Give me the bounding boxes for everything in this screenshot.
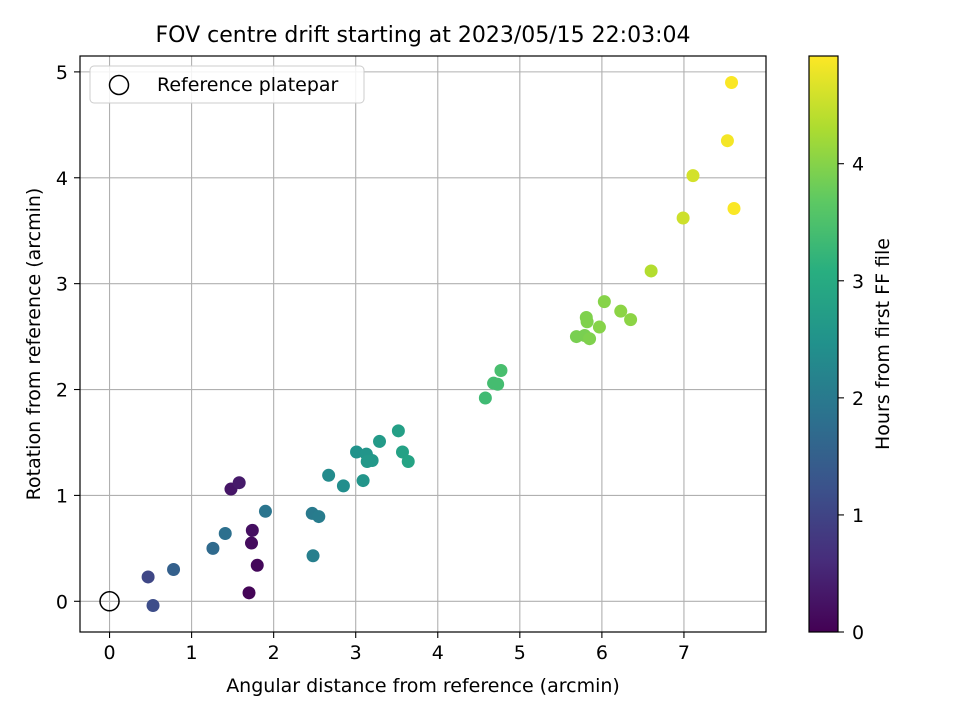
scatter-point	[391, 424, 405, 438]
x-axis-ticks: 0 1 2 3 4 5 6 7	[103, 632, 690, 664]
y-tick-label: 3	[56, 274, 68, 296]
legend-box	[89, 65, 365, 104]
x-tick-label: 5	[514, 642, 526, 664]
data-points	[141, 75, 741, 613]
x-tick-label: 6	[596, 642, 608, 664]
scatter-point	[350, 445, 364, 459]
scatter-point	[583, 332, 597, 346]
x-tick-label: 2	[268, 642, 280, 664]
y-tick-label: 1	[56, 485, 68, 507]
scatter-point	[395, 445, 409, 459]
grid-lines	[80, 56, 766, 632]
x-tick-label: 4	[432, 642, 444, 664]
scatter-point	[312, 510, 326, 524]
scatter-point	[597, 295, 611, 309]
plot-frame	[79, 55, 767, 633]
scatter-point	[245, 523, 259, 537]
scatter-point	[624, 313, 638, 327]
scatter-point	[478, 391, 492, 405]
colorbar-label: Hours from first FF file	[872, 238, 894, 450]
scatter-point	[580, 315, 594, 329]
scatter-point	[242, 586, 256, 600]
colorbar-tick-label: 0	[852, 622, 864, 644]
scatter-point	[373, 434, 387, 448]
colorbar-gradient	[808, 55, 839, 633]
colorbar-ticks: 0 1 2 3 4	[838, 154, 864, 644]
x-tick-label: 1	[186, 642, 198, 664]
legend-reference-marker	[108, 74, 130, 96]
scatter-point	[592, 320, 606, 334]
y-axis-ticks: 0 1 2 3 4 5	[56, 62, 80, 613]
y-tick-label: 2	[56, 380, 68, 402]
scatter-point	[250, 558, 264, 572]
x-tick-label: 0	[103, 642, 115, 664]
y-tick-label: 0	[56, 591, 68, 613]
colorbar-tick-label: 2	[852, 388, 864, 410]
y-tick-label: 4	[56, 168, 68, 190]
scatter-point	[146, 599, 160, 613]
reference-platepar-marker	[99, 591, 120, 612]
scatter-point	[322, 468, 336, 482]
colorbar-tick-label: 1	[852, 505, 864, 527]
scatter-point	[727, 201, 741, 215]
y-tick-label: 5	[56, 62, 68, 84]
scatter-point	[614, 304, 628, 318]
x-tick-label: 3	[350, 642, 362, 664]
x-axis-label: Angular distance from reference (arcmin)	[226, 675, 620, 697]
colorbar-tick-label: 4	[852, 154, 864, 176]
scatter-point	[494, 363, 508, 377]
scatter-point	[258, 504, 272, 518]
scatter-point	[232, 476, 246, 490]
colorbar: 0 1 2 3 4 Hours from first FF file	[808, 55, 894, 644]
scatter-point	[676, 211, 690, 225]
scatter-point	[401, 455, 415, 469]
scatter-point	[206, 541, 220, 555]
scatter-point	[336, 479, 350, 493]
scatter-point	[218, 527, 232, 541]
scatter-point	[167, 563, 181, 577]
scatter-point	[356, 474, 370, 488]
colorbar-tick-label: 3	[852, 271, 864, 293]
scatter-point	[686, 169, 700, 183]
y-axis-label: Rotation from reference (arcmin)	[23, 188, 45, 501]
legend: Reference platepar	[89, 65, 365, 104]
scatter-point	[644, 264, 658, 278]
scatter-point	[720, 134, 734, 148]
x-tick-label: 7	[678, 642, 690, 664]
scatter-point	[725, 75, 739, 89]
scatter-point	[365, 453, 379, 467]
scatter-point	[245, 536, 258, 550]
scatter-point	[141, 570, 155, 584]
chart-title: FOV centre drift starting at 2023/05/15 …	[156, 23, 691, 48]
legend-label: Reference platepar	[157, 74, 339, 96]
scatter-point	[306, 549, 320, 563]
scatter-point	[491, 377, 505, 391]
